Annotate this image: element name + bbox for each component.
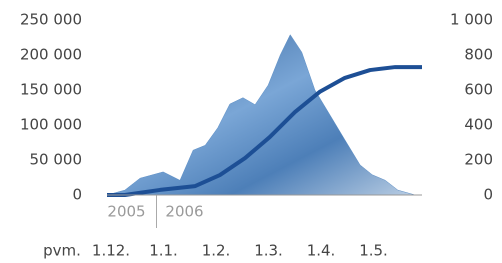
x-tick-label: 1.3. [254, 242, 283, 260]
x-tick-label: 1.1. [149, 242, 178, 260]
y2-tick-label: 0 [483, 186, 493, 204]
chart: 0 50 000 100 000 150 000 200 000 250 000 0 200 4… [0, 0, 502, 263]
y2-tick-label: 600 [464, 81, 493, 99]
y-tick-label: 250 000 [20, 11, 82, 29]
year-label: 2005 [107, 203, 145, 221]
y2-tick-label: 400 [464, 116, 493, 134]
y2-tick-label: 200 [464, 151, 493, 169]
x-tick-label: 1.12. [92, 242, 130, 260]
year-label: 2006 [165, 203, 203, 221]
y-tick-label: 200 000 [20, 46, 82, 64]
x-tick-label: 1.5. [359, 242, 388, 260]
area [107, 35, 415, 195]
y2-tick-label: 800 [464, 46, 493, 64]
y-tick-label: 0 [72, 186, 82, 204]
x-axis-label: pvm. [43, 242, 81, 260]
y-tick-label: 50 000 [30, 151, 83, 169]
x-tick-label: 1.4. [307, 242, 336, 260]
y2-tick-label: 1 000 [450, 11, 493, 29]
y-tick-label: 100 000 [20, 116, 82, 134]
x-tick-label: 1.2. [202, 242, 231, 260]
y-tick-label: 150 000 [20, 81, 82, 99]
